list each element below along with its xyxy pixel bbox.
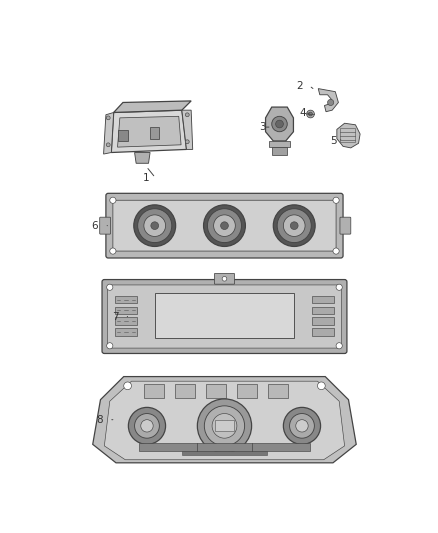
Circle shape [208,209,241,243]
FancyBboxPatch shape [214,273,235,284]
Bar [115,328,137,336]
Polygon shape [93,377,356,463]
FancyBboxPatch shape [100,217,110,234]
Polygon shape [337,123,360,148]
Text: 8: 8 [96,415,103,425]
Polygon shape [182,110,193,149]
Circle shape [107,284,113,290]
Circle shape [333,197,339,203]
Bar [115,296,137,303]
Circle shape [318,382,325,390]
Circle shape [273,205,315,246]
Circle shape [185,140,189,144]
Circle shape [106,116,110,120]
Bar [312,296,334,303]
FancyBboxPatch shape [107,285,342,348]
Circle shape [283,215,305,237]
Circle shape [204,406,245,446]
Bar [206,384,226,398]
FancyBboxPatch shape [102,280,347,353]
Text: 3: 3 [259,122,266,132]
Bar [340,128,356,142]
Circle shape [106,143,110,147]
Circle shape [308,112,312,116]
Circle shape [124,382,131,390]
Text: 1: 1 [143,173,149,183]
Circle shape [328,99,334,106]
Polygon shape [265,107,293,141]
Bar [182,450,267,455]
Bar [312,317,334,325]
Circle shape [134,414,159,438]
Text: 5: 5 [330,136,337,146]
Polygon shape [134,152,150,163]
FancyBboxPatch shape [106,193,343,258]
Circle shape [221,222,228,230]
Circle shape [107,343,113,349]
Bar [268,141,290,147]
Circle shape [110,248,116,254]
Circle shape [290,414,314,438]
Polygon shape [117,116,181,147]
Circle shape [290,222,298,230]
Bar [144,384,164,398]
Bar [312,306,334,314]
FancyBboxPatch shape [113,200,336,251]
Circle shape [185,113,189,117]
Bar [150,127,159,140]
Circle shape [110,197,116,203]
Bar [115,306,137,314]
Bar [312,328,334,336]
Circle shape [222,277,227,281]
Circle shape [333,248,339,254]
Circle shape [151,222,159,230]
Polygon shape [318,88,339,112]
Circle shape [283,407,321,445]
FancyBboxPatch shape [340,217,351,234]
Bar [155,294,294,338]
Bar [215,421,234,431]
Circle shape [307,110,314,118]
Bar [272,147,287,155]
Circle shape [296,419,308,432]
Text: 7: 7 [112,311,119,321]
Circle shape [141,419,153,432]
Text: 6: 6 [92,221,99,231]
Bar [115,317,137,325]
Circle shape [128,407,166,445]
Text: 4: 4 [300,108,306,118]
Text: 2: 2 [297,80,303,91]
Circle shape [277,209,311,243]
Polygon shape [103,112,113,154]
Polygon shape [104,381,345,460]
Circle shape [134,205,176,246]
Polygon shape [113,101,191,112]
Bar [175,384,195,398]
Circle shape [276,120,283,128]
Circle shape [204,205,245,246]
Circle shape [138,209,172,243]
Circle shape [336,343,342,349]
Bar [118,130,127,141]
Circle shape [198,399,251,453]
Bar [139,443,310,450]
Circle shape [212,414,237,438]
Polygon shape [111,110,187,152]
Circle shape [144,215,166,237]
Circle shape [272,116,287,132]
Circle shape [214,215,235,237]
Bar [268,384,288,398]
Bar [237,384,257,398]
Circle shape [336,284,342,290]
